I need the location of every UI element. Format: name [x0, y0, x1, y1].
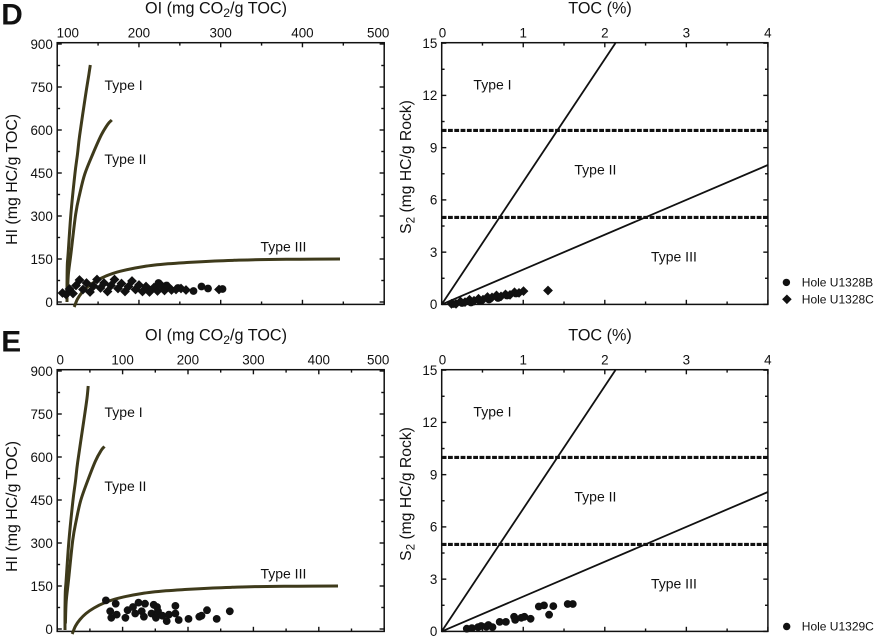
svg-text:Type III: Type III — [260, 566, 306, 582]
svg-text:200: 200 — [177, 353, 199, 368]
svg-text:500: 500 — [367, 353, 389, 368]
svg-text:Type I: Type I — [105, 77, 143, 93]
svg-text:300: 300 — [210, 26, 232, 41]
svg-text:750: 750 — [30, 80, 52, 95]
svg-text:Type III: Type III — [260, 239, 306, 255]
svg-text:100: 100 — [111, 353, 133, 368]
svg-text:300: 300 — [30, 536, 52, 551]
svg-text:3: 3 — [683, 353, 690, 368]
svg-text:S2 (mg HC/g Rock): S2 (mg HC/g Rock) — [398, 100, 418, 234]
svg-text:TOC (%): TOC (%) — [568, 326, 632, 344]
svg-text:Hole U1328C: Hole U1328C — [802, 292, 874, 306]
svg-text:100: 100 — [57, 26, 79, 41]
svg-text:2: 2 — [601, 353, 608, 368]
svg-text:HI (mg HC/g TOC): HI (mg HC/g TOC) — [4, 114, 21, 245]
svg-text:400: 400 — [308, 353, 330, 368]
svg-text:Type I: Type I — [473, 77, 511, 93]
svg-text:4: 4 — [764, 26, 772, 41]
svg-text:OI (mg CO2/g TOC): OI (mg CO2/g TOC) — [145, 0, 287, 20]
svg-text:3: 3 — [430, 245, 437, 260]
svg-text:Type II: Type II — [104, 478, 146, 494]
svg-text:500: 500 — [367, 26, 389, 41]
svg-text:450: 450 — [30, 493, 52, 508]
svg-text:0: 0 — [45, 295, 52, 310]
svg-text:150: 150 — [30, 579, 52, 594]
svg-text:TOC (%): TOC (%) — [568, 0, 632, 17]
svg-text:450: 450 — [30, 166, 52, 181]
svg-text:1: 1 — [520, 26, 527, 41]
svg-text:Type III: Type III — [651, 576, 697, 592]
svg-text:400: 400 — [291, 26, 313, 41]
svg-text:0: 0 — [439, 353, 446, 368]
svg-text:0: 0 — [56, 353, 63, 368]
svg-text:900: 900 — [30, 364, 52, 379]
svg-text:2: 2 — [601, 26, 608, 41]
svg-text:12: 12 — [422, 415, 437, 430]
svg-text:9: 9 — [430, 140, 437, 155]
svg-text:15: 15 — [422, 36, 437, 51]
svg-text:6: 6 — [430, 193, 437, 208]
svg-text:200: 200 — [128, 26, 150, 41]
svg-text:150: 150 — [30, 252, 52, 267]
svg-text:300: 300 — [242, 353, 264, 368]
svg-text:0: 0 — [430, 297, 437, 312]
svg-text:OI (mg CO2/g TOC): OI (mg CO2/g TOC) — [145, 326, 287, 347]
svg-text:1: 1 — [520, 353, 527, 368]
svg-text:0: 0 — [439, 26, 446, 41]
svg-text:Type II: Type II — [574, 489, 616, 505]
svg-text:0: 0 — [430, 624, 437, 639]
svg-text:Type III: Type III — [651, 249, 697, 265]
svg-text:D: D — [1, 0, 23, 32]
svg-text:Hole U1328B: Hole U1328B — [802, 276, 873, 290]
svg-text:Type I: Type I — [473, 404, 511, 420]
svg-text:600: 600 — [30, 123, 52, 138]
svg-text:3: 3 — [683, 26, 690, 41]
svg-text:S2 (mg HC/g Rock): S2 (mg HC/g Rock) — [398, 427, 418, 561]
svg-text:900: 900 — [30, 37, 52, 52]
svg-text:Hole U1329C: Hole U1329C — [802, 620, 874, 634]
svg-text:300: 300 — [30, 209, 52, 224]
svg-text:E: E — [1, 326, 21, 359]
svg-text:Type II: Type II — [104, 151, 146, 167]
svg-text:HI (mg HC/g TOC): HI (mg HC/g TOC) — [4, 441, 21, 572]
svg-text:12: 12 — [422, 88, 437, 103]
svg-text:15: 15 — [422, 363, 437, 378]
svg-text:Type II: Type II — [574, 162, 616, 178]
svg-text:600: 600 — [30, 450, 52, 465]
svg-text:4: 4 — [764, 353, 772, 368]
svg-text:750: 750 — [30, 407, 52, 422]
svg-text:6: 6 — [430, 520, 437, 535]
svg-text:3: 3 — [430, 572, 437, 587]
svg-text:9: 9 — [430, 467, 437, 482]
svg-text:Type I: Type I — [105, 404, 143, 420]
svg-text:0: 0 — [45, 622, 52, 637]
